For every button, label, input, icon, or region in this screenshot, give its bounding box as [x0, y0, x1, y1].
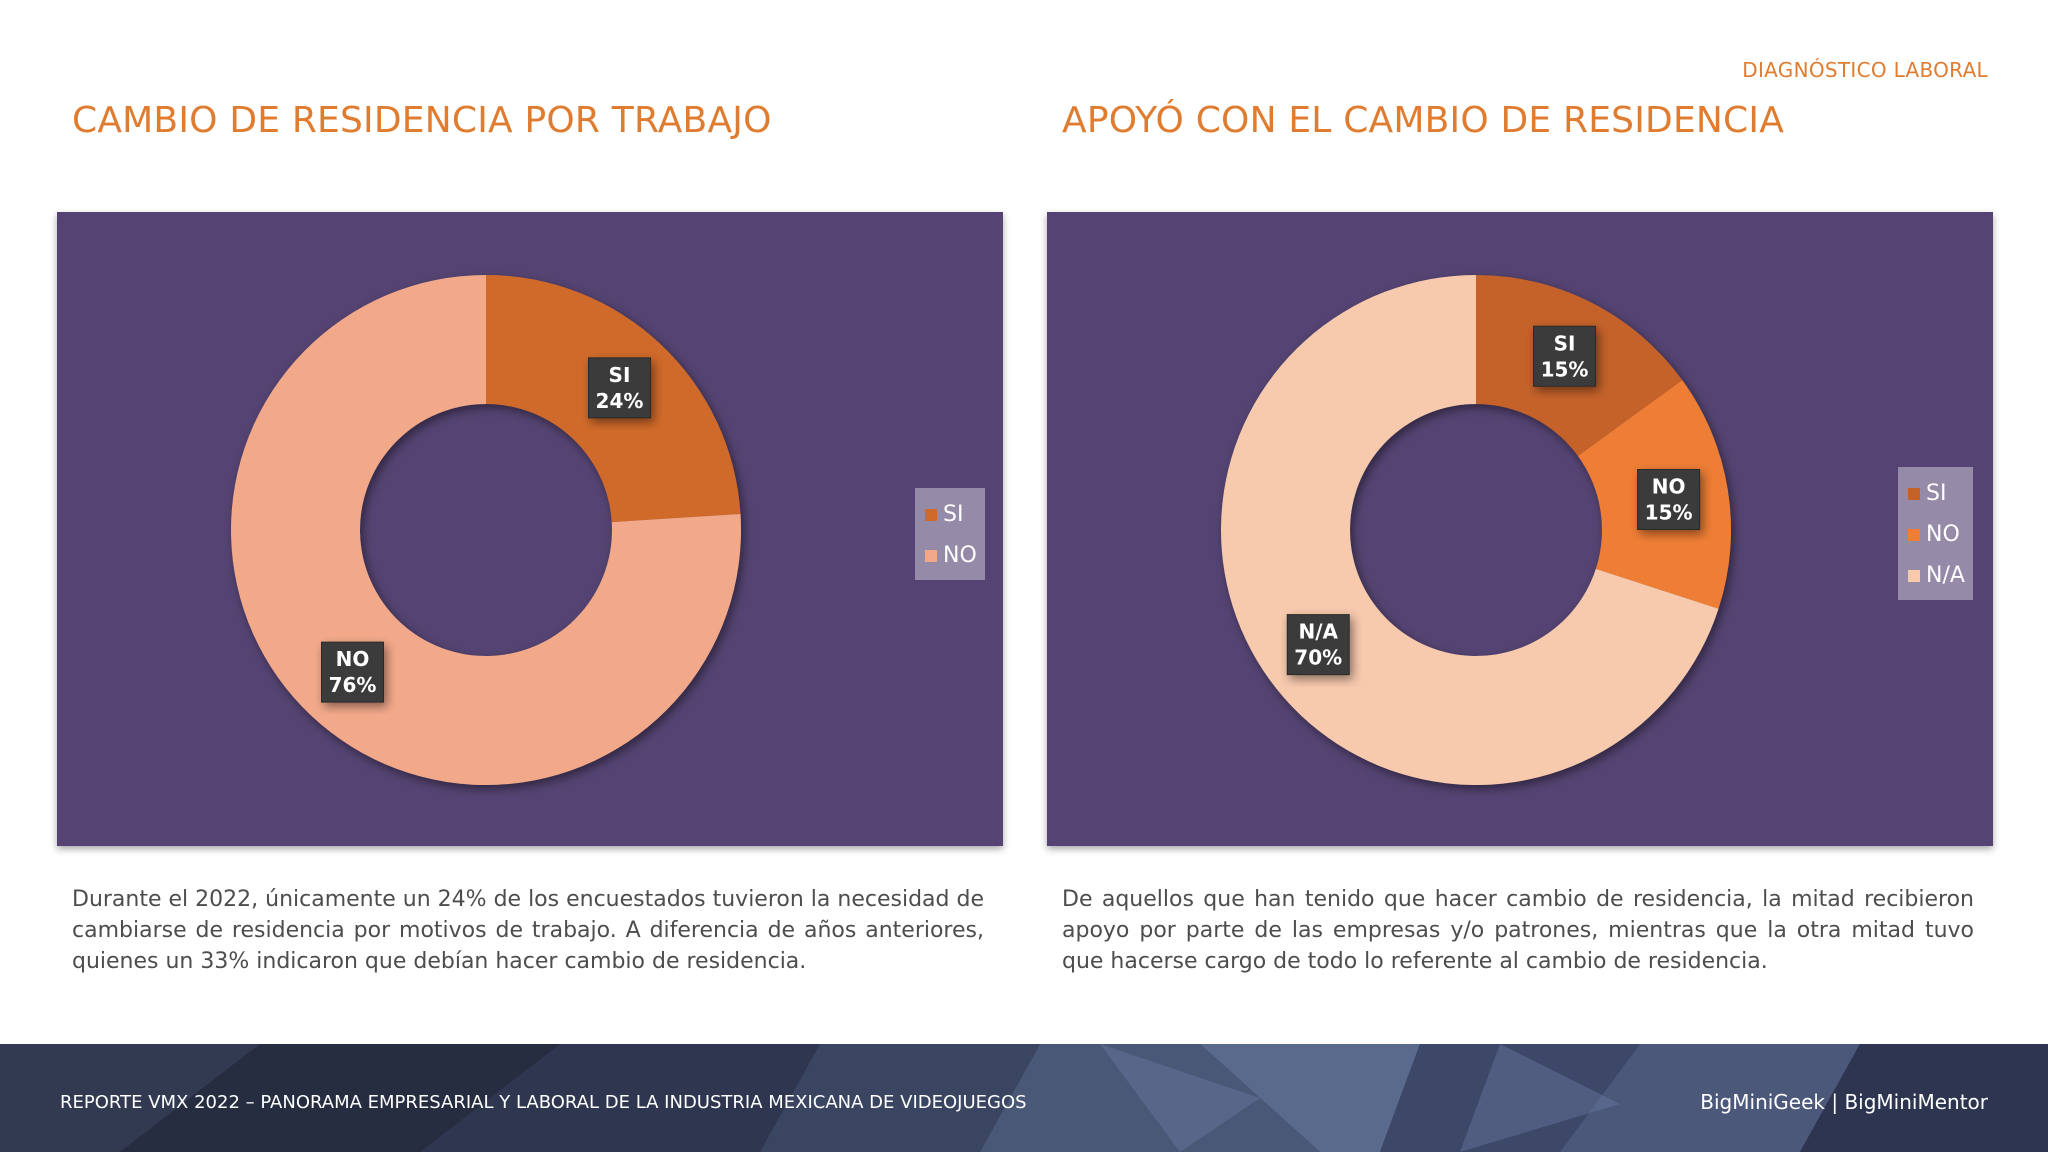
- data-label-category: NO: [1652, 474, 1686, 498]
- chart-2-area: SI 15% NO 15% N/A 70% SI NO N/A: [1047, 212, 1993, 846]
- legend-item-na: N/A: [1908, 555, 1965, 596]
- chart-1-legend: SI NO: [915, 488, 985, 580]
- footer-bar: REPORTE VMX 2022 – PANORAMA EMPRESARIAL …: [0, 1044, 2048, 1152]
- chart-2-title: APOYÓ CON EL CAMBIO DE RESIDENCIA: [1062, 100, 1785, 141]
- footer-polygon-pattern: [0, 1044, 2048, 1152]
- chart-1-title: CAMBIO DE RESIDENCIA POR TRABAJO: [72, 100, 772, 141]
- legend-swatch: [925, 549, 937, 562]
- legend-swatch: [925, 508, 937, 521]
- donut-ring: [1221, 275, 1731, 785]
- footer-report-title: REPORTE VMX 2022 – PANORAMA EMPRESARIAL …: [60, 1092, 1027, 1113]
- chart-1-description: Durante el 2022, únicamente un 24% de lo…: [72, 887, 984, 974]
- legend-item-no: NO: [1908, 514, 1965, 555]
- legend-label: N/A: [1926, 563, 1965, 588]
- legend-swatch: [1908, 528, 1920, 541]
- legend-swatch: [1908, 569, 1920, 582]
- data-label-value: 24%: [596, 389, 644, 413]
- data-label-value: 70%: [1294, 646, 1342, 670]
- legend-label: SI: [1926, 481, 1947, 506]
- legend-item-no: NO: [925, 535, 977, 576]
- legend-item-si: SI: [1908, 473, 1965, 514]
- footer-brands: BigMiniGeek | BigMiniMentor: [1700, 1090, 1988, 1114]
- legend-label: NO: [943, 543, 977, 568]
- data-label-category: SI: [1554, 331, 1576, 355]
- data-label-category: SI: [609, 363, 631, 387]
- donut-ring: [231, 275, 741, 786]
- chart-2-legend: SI NO N/A: [1898, 467, 1973, 600]
- legend-label: NO: [1926, 522, 1960, 547]
- data-label-category: NO: [336, 647, 370, 671]
- data-label-na: N/A70%: [1286, 614, 1350, 676]
- chart-2-description: De aquellos que han tenido que hacer cam…: [1062, 887, 1974, 974]
- data-label-value: 76%: [329, 673, 377, 697]
- data-label-value: 15%: [1541, 357, 1589, 381]
- section-tag: DIAGNÓSTICO LABORAL: [1742, 58, 1988, 82]
- data-label-value: 15%: [1645, 500, 1693, 524]
- chart-1-area: SI 24% NO 76% SI NO: [57, 212, 1003, 846]
- data-label-category: N/A: [1298, 620, 1338, 644]
- legend-label: SI: [943, 502, 964, 527]
- legend-item-si: SI: [925, 494, 977, 535]
- legend-swatch: [1908, 487, 1920, 500]
